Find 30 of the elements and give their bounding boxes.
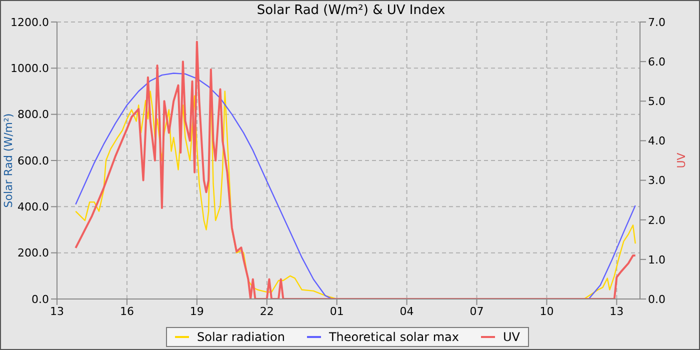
x-tick-label: 07	[470, 304, 484, 318]
legend-label: Solar radiation	[196, 330, 285, 344]
x-tick-label: 04	[400, 304, 414, 318]
chart-title: Solar Rad (W/m²) & UV Index	[256, 3, 446, 18]
x-tick-label: 01	[330, 304, 344, 318]
x-tick-label: 10	[540, 304, 554, 318]
y2-tick-label: 3.0	[648, 174, 666, 188]
y-tick-label: 800.0	[18, 108, 49, 122]
y-tick-label: 600.0	[18, 154, 49, 168]
x-tick-label: 13	[50, 304, 64, 318]
y2-tick-label: 6.0	[648, 55, 666, 68]
y-tick-label: 0.0	[32, 292, 49, 306]
y2-axis-title: UV	[674, 152, 688, 168]
y-tick-label: 400.0	[18, 200, 49, 214]
y-tick-label: 200.0	[18, 246, 49, 260]
y-tick-label: 1000.0	[10, 62, 49, 76]
y2-tick-label: 4.0	[648, 134, 666, 148]
x-tick-label: 13	[610, 304, 624, 318]
x-tick-label: 22	[260, 304, 274, 318]
y2-tick-label: 1.0	[648, 253, 666, 266]
y2-tick-label: 7.0	[648, 16, 666, 29]
x-tick-label: 16	[120, 304, 134, 318]
y2-tick-label: 2.0	[648, 214, 666, 227]
y-tick-label: 1200.0	[10, 16, 49, 29]
legend-label: Theoretical solar max	[328, 330, 459, 344]
y2-tick-label: 5.0	[648, 95, 666, 108]
legend-label: UV	[502, 330, 520, 344]
y2-tick-label: 0.0	[648, 292, 666, 306]
y-axis-title: Solar Rad (W/m²)	[2, 113, 15, 208]
x-tick-label: 19	[190, 304, 204, 318]
